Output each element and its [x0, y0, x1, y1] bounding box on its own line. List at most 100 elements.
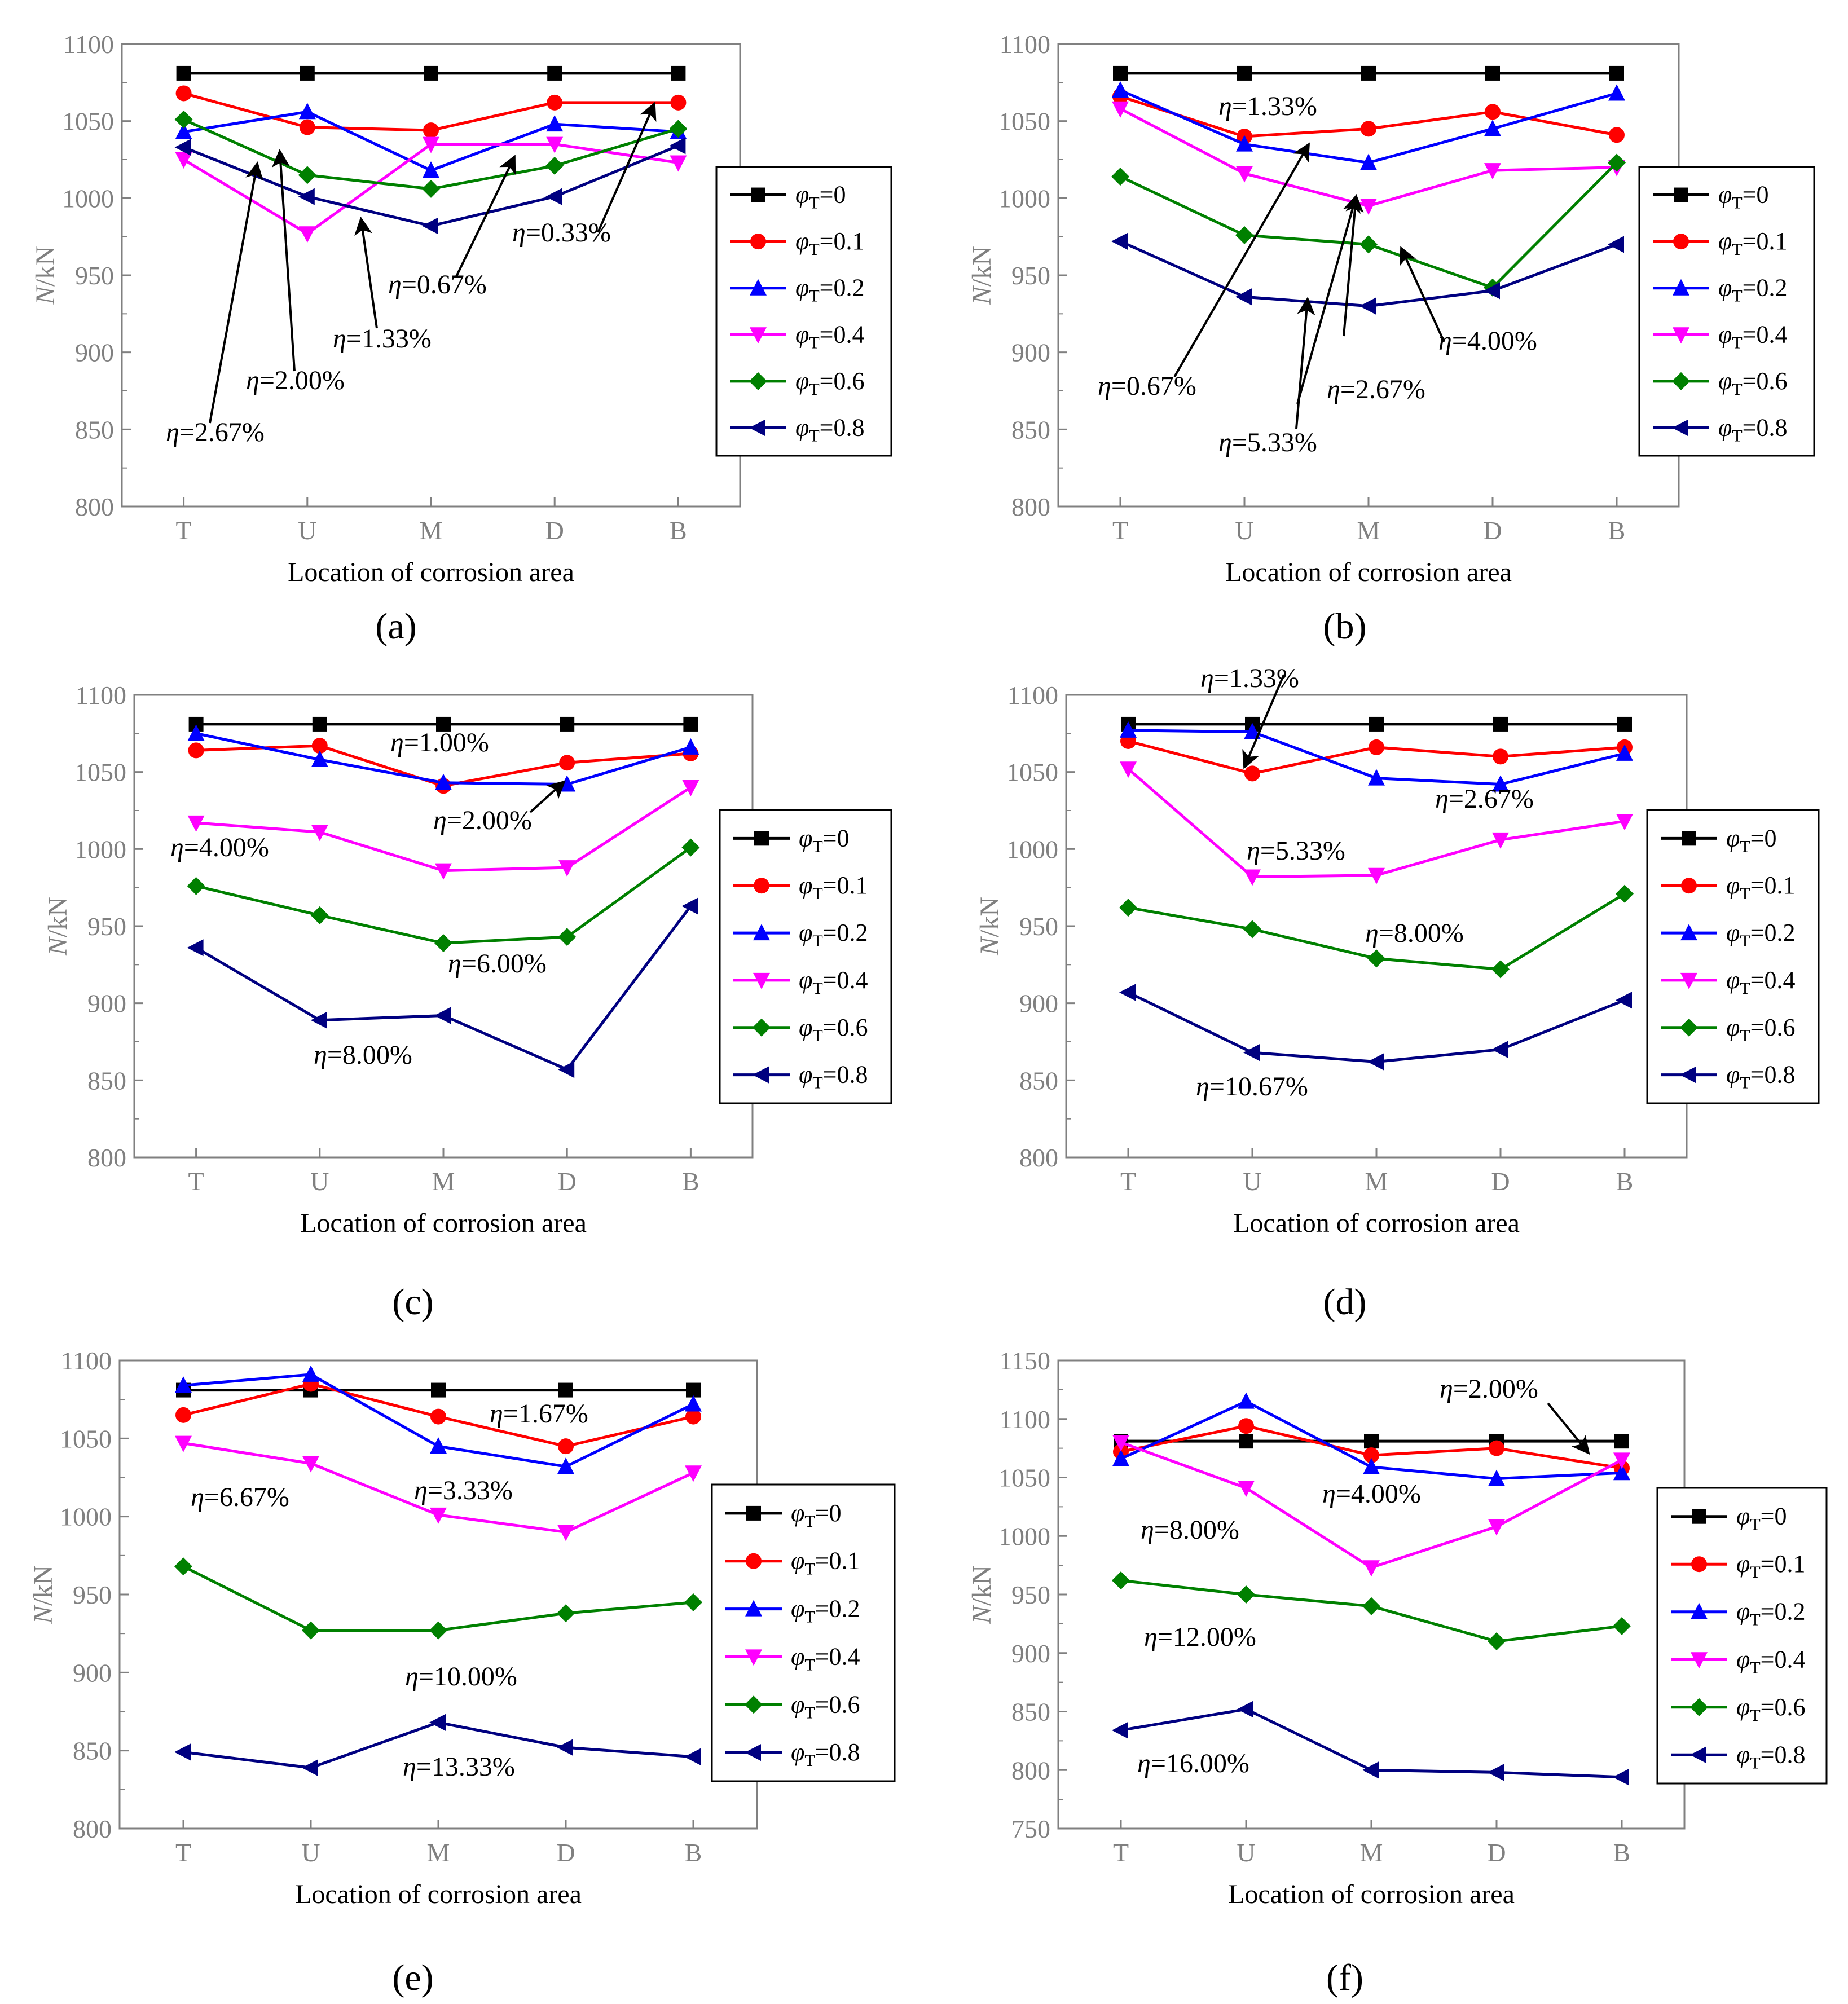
- data-point: [422, 217, 438, 235]
- data-point: [298, 166, 316, 184]
- legend-entry: φT=0.8: [799, 1061, 868, 1093]
- y-tick-label: 1050: [998, 107, 1050, 136]
- chart-panel-c: 800 850 900 950 1000 1050 1100 T U M D B Location of…: [43, 681, 892, 1323]
- data-point: [302, 1621, 320, 1640]
- legend-entry: φT=0.6: [791, 1690, 860, 1722]
- x-tick-label: D: [558, 1167, 577, 1196]
- legend-entry: φT=0.6: [1718, 367, 1788, 399]
- y-tick-label: 1000: [998, 184, 1050, 213]
- legend-swatch-marker: [750, 279, 767, 296]
- annotation-label: η=2.00%: [1440, 1374, 1538, 1404]
- y-axis-label: N/kN: [975, 897, 1005, 956]
- legend-entry: φT=0: [795, 181, 846, 213]
- legend-swatch-marker: [1672, 419, 1688, 437]
- annotation-arrow: [1296, 194, 1361, 404]
- data-point: [558, 860, 576, 877]
- x-axis-label: Location of corrosion area: [295, 1879, 582, 1909]
- panel-label: (b): [1323, 606, 1367, 647]
- legend-entry: φT=0.8: [791, 1738, 860, 1770]
- legend-box: [711, 1483, 896, 1782]
- legend-entry: φT=0.4: [1726, 966, 1796, 998]
- annotation-arrow: [1343, 194, 1364, 337]
- data-point: [1488, 1764, 1504, 1781]
- data-point: [1493, 716, 1508, 732]
- chart-panel-a: 800 850 900 950 1000 1050 1100 T U M D B Location of…: [30, 30, 892, 647]
- legend: φT=0 φT=0.1 φT=0.2 φT=0.4 φT=0.6 φT=0.8: [719, 809, 892, 1104]
- annotation-label: η=6.67%: [191, 1482, 289, 1512]
- legend-swatch-marker: [745, 1744, 761, 1761]
- legend-swatch-marker: [749, 419, 765, 437]
- data-point: [1608, 84, 1625, 101]
- legend-entry: φT=0.2: [1736, 1598, 1806, 1629]
- data-point: [1613, 1464, 1630, 1481]
- data-point: [1111, 232, 1128, 250]
- data-point: [175, 85, 192, 102]
- data-point: [423, 136, 439, 153]
- x-tick-label: U: [1243, 1167, 1261, 1196]
- annotation-label: η=5.33%: [1247, 836, 1345, 866]
- data-point: [302, 1365, 319, 1382]
- legend-entry: φT=0.4: [795, 320, 865, 352]
- legend-entry: φT=0.4: [799, 966, 868, 998]
- data-point: [558, 1438, 574, 1455]
- data-point: [423, 122, 439, 139]
- data-point: [1613, 1617, 1631, 1636]
- annotation-label: η=10.00%: [405, 1662, 517, 1692]
- legend-entry: φT=0: [1736, 1503, 1787, 1534]
- legend-entry: φT=0.2: [1726, 919, 1796, 950]
- chart-panel-e: 800 850 900 950 1000 1050 1100 T U M D B Location of…: [28, 1346, 896, 1998]
- data-point: [1491, 960, 1510, 979]
- annotation-label: η=4.00%: [1438, 326, 1537, 356]
- data-point: [1238, 1481, 1255, 1498]
- data-point: [1616, 884, 1634, 903]
- data-point: [1244, 765, 1260, 782]
- x-tick-label: T: [188, 1167, 204, 1196]
- x-tick-label: U: [1235, 516, 1253, 545]
- data-point: [1244, 869, 1261, 886]
- panel-label: (c): [392, 1281, 433, 1323]
- annotation-label: η=1.67%: [490, 1399, 588, 1429]
- data-point: [1368, 769, 1385, 786]
- legend-swatch-marker: [1691, 1556, 1707, 1573]
- x-tick-label: B: [1616, 1167, 1634, 1196]
- data-point: [1362, 1761, 1379, 1779]
- data-point: [1613, 1768, 1629, 1786]
- data-point: [187, 815, 205, 832]
- data-point: [1236, 135, 1253, 152]
- y-tick-label: 1000: [74, 835, 126, 864]
- x-tick-label: M: [420, 516, 443, 545]
- annotation-label: η=3.33%: [414, 1476, 513, 1505]
- x-tick-label: T: [1112, 516, 1128, 545]
- annotation-label: η=2.67%: [166, 417, 265, 447]
- data-point: [299, 119, 315, 135]
- annotation-label: η=4.00%: [170, 833, 269, 862]
- legend-entry: φT=0.1: [1726, 871, 1796, 903]
- data-point: [1362, 1597, 1380, 1615]
- data-point: [1119, 984, 1136, 1001]
- data-point: [557, 1739, 573, 1756]
- data-point: [1617, 716, 1632, 732]
- data-point: [1616, 744, 1633, 761]
- data-point: [685, 1395, 702, 1412]
- legend-entry: φT=0.6: [795, 367, 865, 399]
- y-tick-label: 1050: [1006, 758, 1058, 787]
- y-tick-label: 900: [75, 338, 114, 367]
- annotation-label: η=5.33%: [1218, 428, 1317, 457]
- data-point: [686, 1382, 701, 1398]
- data-point: [681, 838, 700, 857]
- y-tick-label: 1050: [998, 1464, 1050, 1492]
- x-tick-label: M: [1357, 516, 1380, 545]
- annotation-label: η=1.33%: [333, 324, 432, 354]
- x-tick-label: U: [1237, 1838, 1255, 1867]
- series-line: [196, 846, 692, 945]
- legend-entry: φT=0.4: [791, 1642, 860, 1674]
- data-point: [560, 716, 575, 732]
- legend-entry: φT=0.1: [799, 871, 868, 903]
- data-point: [429, 1714, 446, 1731]
- data-point: [1616, 814, 1633, 831]
- data-point: [1359, 235, 1378, 254]
- y-tick-label: 1100: [1000, 1405, 1050, 1434]
- data-point: [436, 716, 451, 732]
- y-tick-label: 850: [73, 1737, 112, 1765]
